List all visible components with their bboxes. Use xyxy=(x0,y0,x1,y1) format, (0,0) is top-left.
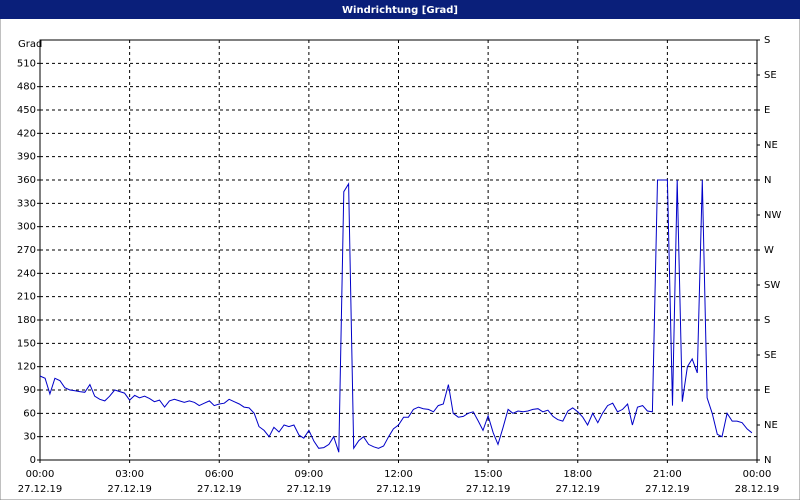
title-bar xyxy=(0,0,800,19)
y-tick-label: 30 xyxy=(23,432,36,443)
y2-tick-label: SW xyxy=(764,280,780,291)
chart-title: Windrichtung [Grad] xyxy=(342,5,458,16)
y-tick-label: 120 xyxy=(17,362,36,373)
y2-tick-label: SE xyxy=(764,350,777,361)
x-tick-label: 03:00 xyxy=(115,469,144,480)
y-tick-label: 270 xyxy=(17,245,36,256)
y-tick-label: 390 xyxy=(17,152,36,163)
x-date-label: 27.12.19 xyxy=(107,484,152,495)
y2-tick-label: NE xyxy=(764,140,778,151)
x-tick-label: 15:00 xyxy=(474,469,503,480)
x-tick-label: 09:00 xyxy=(294,469,323,480)
x-tick-label: 06:00 xyxy=(205,469,234,480)
y2-tick-label: E xyxy=(764,385,770,396)
y-tick-label: 330 xyxy=(17,198,36,209)
x-date-label: 27.12.19 xyxy=(18,484,63,495)
y-tick-label: 180 xyxy=(17,315,36,326)
y2-tick-label: N xyxy=(764,455,771,466)
y-tick-label: 420 xyxy=(17,128,36,139)
y-axis-label: Grad xyxy=(18,39,42,50)
y2-tick-label: SE xyxy=(764,70,777,81)
y2-tick-label: W xyxy=(764,245,774,256)
y-tick-label: 240 xyxy=(17,268,36,279)
y-tick-label: 510 xyxy=(17,58,36,69)
y2-tick-label: E xyxy=(764,105,770,116)
y-tick-label: 480 xyxy=(17,82,36,93)
x-date-label: 27.12.19 xyxy=(555,484,600,495)
x-date-label: 27.12.19 xyxy=(287,484,332,495)
y2-tick-label: S xyxy=(764,35,770,46)
x-date-label: 27.12.19 xyxy=(466,484,511,495)
x-date-label: 27.12.19 xyxy=(197,484,242,495)
y2-tick-label: NW xyxy=(764,210,781,221)
y-tick-label: 210 xyxy=(17,292,36,303)
data-line xyxy=(39,179,753,453)
x-tick-label: 00:00 xyxy=(743,469,772,480)
y2-tick-label: S xyxy=(764,315,770,326)
x-date-label: 27.12.19 xyxy=(376,484,421,495)
y-tick-label: 90 xyxy=(23,385,36,396)
x-tick-label: 12:00 xyxy=(384,469,413,480)
x-date-label: 27.12.19 xyxy=(645,484,690,495)
y-tick-label: 60 xyxy=(23,408,36,419)
y-tick-label: 360 xyxy=(17,175,36,186)
y-tick-label: 150 xyxy=(17,338,36,349)
x-tick-label: 21:00 xyxy=(653,469,682,480)
y-tick-label: 0 xyxy=(30,455,36,466)
y-tick-label: 450 xyxy=(17,105,36,116)
x-date-label: 28.12.19 xyxy=(735,484,780,495)
x-tick-label: 00:00 xyxy=(26,469,55,480)
y2-tick-label: N xyxy=(764,175,771,186)
x-tick-label: 18:00 xyxy=(563,469,592,480)
y2-tick-label: NE xyxy=(764,420,778,431)
y-tick-label: 300 xyxy=(17,222,36,233)
